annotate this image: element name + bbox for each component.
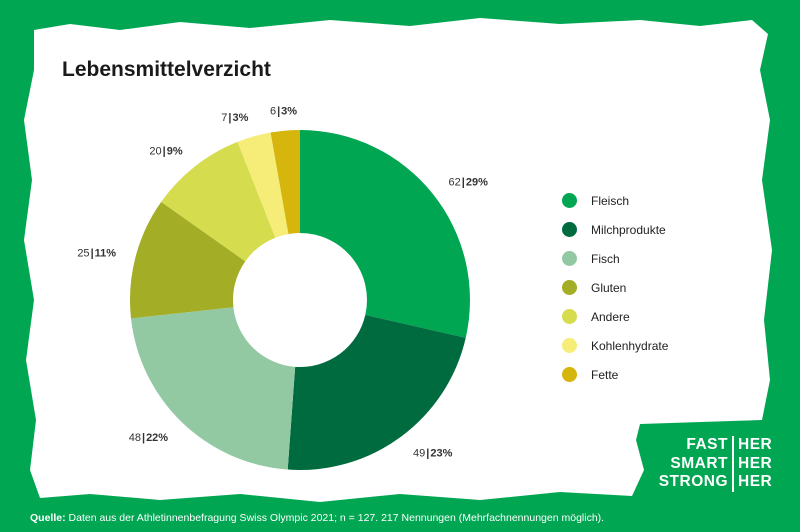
legend-item: Gluten [562,273,668,302]
brand-word: HER [738,454,773,472]
page-title: Lebensmittelverzicht [62,58,271,81]
legend-label: Milchprodukte [591,222,666,237]
source-text: Daten aus der Athletinnenbefragung Swiss… [68,512,605,524]
donut-slice-kohlenhydrate [237,132,289,238]
donut-slice-fleisch [300,130,470,338]
legend-item: Fette [562,360,668,389]
slice-label: 62|29% [449,177,489,189]
slice-label: 6|3% [270,106,297,118]
legend-item: Fisch [562,244,668,273]
slice-label: 48|22% [129,432,169,444]
legend-label: Andere [591,309,630,324]
slice-label: 49|23% [413,448,453,460]
legend-swatch [562,338,577,353]
legend-label: Fleisch [591,193,630,208]
legend-label: Fette [591,367,619,382]
slice-label: 7|3% [221,112,248,124]
legend-swatch [562,367,577,382]
brand-word: HER [738,473,773,490]
donut-slice-fisch [131,307,296,470]
legend-swatch [562,193,577,208]
legend-swatch [562,280,577,295]
brand-word: STRONG [648,473,734,492]
source-note: Quelle: Daten aus der Athletinnenbefragu… [30,512,604,524]
legend-item: Fleisch [562,186,668,215]
legend-item: Andere [562,302,668,331]
chart-legend: Fleisch Milchprodukte Fisch Gluten Andere Koh… [562,186,668,389]
legend-item: Kohlenhydrate [562,331,668,360]
brand-word: HER [738,436,773,453]
legend-swatch [562,309,577,324]
legend-swatch [562,251,577,266]
donut-slice-milchprodukte [287,314,466,470]
legend-label: Kohlenhydrate [591,338,669,353]
source-label: Quelle: [30,512,66,524]
donut-slice-fette [270,130,300,235]
brand-logo: FAST HER SMART HER STRONG HER [648,436,772,492]
brand-word: SMART [648,454,734,473]
legend-label: Gluten [591,280,627,295]
legend-item: Milchprodukte [562,215,668,244]
legend-swatch [562,222,577,237]
brand-word: FAST [648,436,734,455]
slice-label: 20|9% [149,146,182,158]
donut-slice-gluten [130,201,246,319]
donut-slice-andere [161,141,276,262]
slice-label: 25|11% [77,247,116,259]
legend-label: Fisch [591,251,620,266]
